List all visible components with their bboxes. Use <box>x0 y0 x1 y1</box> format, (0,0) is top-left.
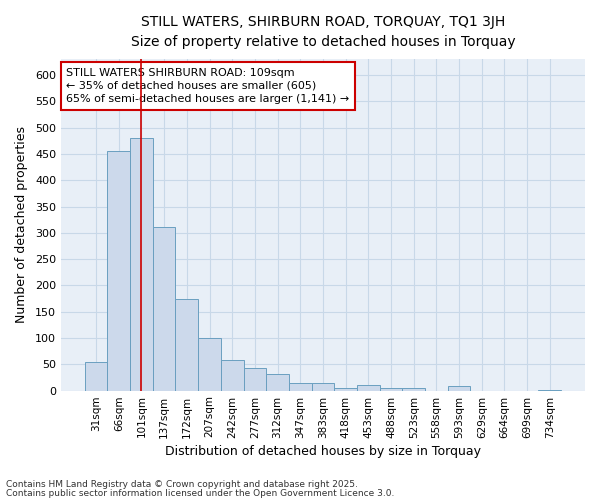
Bar <box>221 360 244 390</box>
Bar <box>380 388 403 390</box>
X-axis label: Distribution of detached houses by size in Torquay: Distribution of detached houses by size … <box>165 444 481 458</box>
Bar <box>334 388 357 390</box>
Bar <box>85 362 107 390</box>
Text: Contains HM Land Registry data © Crown copyright and database right 2025.: Contains HM Land Registry data © Crown c… <box>6 480 358 489</box>
Bar <box>266 374 289 390</box>
Title: STILL WATERS, SHIRBURN ROAD, TORQUAY, TQ1 3JH
Size of property relative to detac: STILL WATERS, SHIRBURN ROAD, TORQUAY, TQ… <box>131 15 515 48</box>
Bar <box>289 382 311 390</box>
Text: STILL WATERS SHIRBURN ROAD: 109sqm
← 35% of detached houses are smaller (605)
65: STILL WATERS SHIRBURN ROAD: 109sqm ← 35%… <box>66 68 349 104</box>
Bar <box>107 152 130 390</box>
Bar <box>311 382 334 390</box>
Bar <box>403 388 425 390</box>
Bar <box>175 298 198 390</box>
Bar <box>448 386 470 390</box>
Y-axis label: Number of detached properties: Number of detached properties <box>15 126 28 324</box>
Bar <box>198 338 221 390</box>
Bar <box>244 368 266 390</box>
Bar <box>357 386 380 390</box>
Bar <box>130 138 153 390</box>
Text: Contains public sector information licensed under the Open Government Licence 3.: Contains public sector information licen… <box>6 488 394 498</box>
Bar <box>153 226 175 390</box>
